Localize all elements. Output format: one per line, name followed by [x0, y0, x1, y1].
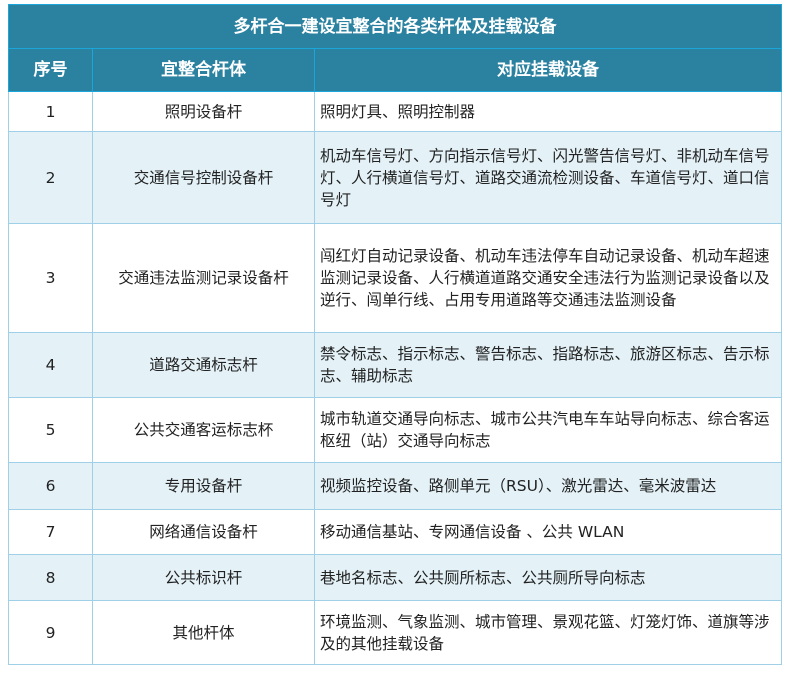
table-row: 5 公共交通客运标志杯 城市轨道交通导向标志、城市公共汽电车车站导向标志、综合客运枢… — [8, 397, 783, 463]
row-number: 3 — [8, 223, 93, 333]
row-number: 7 — [8, 509, 93, 555]
mounted-devices: 巷地名标志、公共厕所标志、公共厕所导向标志 — [313, 554, 783, 601]
header-devices: 对应挂载设备 — [313, 48, 783, 92]
table-row: 6 专用设备杆 视频监控设备、路侧单元（RSU）、激光雷达、毫米波雷达 — [8, 462, 783, 510]
row-number: 6 — [8, 462, 93, 510]
pole-equipment-table: 多杆合一建设宜整合的各类杆体及挂载设备 序号 宜整合杆体 对应挂载设备 1 照明设… — [7, 4, 783, 665]
table-row: 4 道路交通标志杆 禁令标志、指示标志、警告标志、指路标志、旅游区标志、告示标志、辅… — [8, 332, 783, 398]
row-number: 8 — [8, 554, 93, 601]
pole-type: 照明设备杆 — [92, 91, 315, 132]
pole-type: 其他杆体 — [92, 600, 315, 665]
table-title: 多杆合一建设宜整合的各类杆体及挂载设备 — [7, 4, 783, 49]
header-pole: 宜整合杆体 — [92, 48, 315, 92]
table-row: 2 交通信号控制设备杆 机动车信号灯、方向指示信号灯、闪光警告信号灯、非机动车信号灯… — [8, 131, 783, 224]
mounted-devices: 移动通信基站、专网通信设备 、公共 WLAN — [313, 509, 783, 555]
pole-type: 公共标识杆 — [92, 554, 315, 601]
pole-type: 道路交通标志杆 — [92, 332, 315, 398]
table-row: 1 照明设备杆 照明灯具、照明控制器 — [8, 91, 783, 132]
mounted-devices: 环境监测、气象监测、城市管理、景观花篮、灯笼灯饰、道旗等涉及的其他挂载设备 — [313, 600, 783, 665]
row-number: 5 — [8, 397, 93, 463]
header-no: 序号 — [8, 48, 93, 92]
table-row: 9 其他杆体 环境监测、气象监测、城市管理、景观花篮、灯笼灯饰、道旗等涉及的其他挂载… — [8, 600, 783, 665]
pole-type: 交通信号控制设备杆 — [92, 131, 315, 224]
pole-type: 交通违法监测记录设备杆 — [92, 223, 315, 333]
mounted-devices: 禁令标志、指示标志、警告标志、指路标志、旅游区标志、告示标志、辅助标志 — [313, 332, 783, 398]
pole-type: 专用设备杆 — [92, 462, 315, 510]
mounted-devices: 视频监控设备、路侧单元（RSU）、激光雷达、毫米波雷达 — [313, 462, 783, 510]
pole-type: 网络通信设备杆 — [92, 509, 315, 555]
table-row: 3 交通违法监测记录设备杆 闯红灯自动记录设备、机动车违法停车自动记录设备、机动车超… — [8, 223, 783, 333]
row-number: 1 — [8, 91, 93, 132]
table-row: 8 公共标识杆 巷地名标志、公共厕所标志、公共厕所导向标志 — [8, 554, 783, 601]
table-row: 7 网络通信设备杆 移动通信基站、专网通信设备 、公共 WLAN — [8, 509, 783, 555]
pole-type: 公共交通客运标志杯 — [92, 397, 315, 463]
row-number: 2 — [8, 131, 93, 224]
mounted-devices: 照明灯具、照明控制器 — [313, 91, 783, 132]
row-number: 9 — [8, 600, 93, 665]
mounted-devices: 机动车信号灯、方向指示信号灯、闪光警告信号灯、非机动车信号灯、人行横道信号灯、道… — [313, 131, 783, 224]
mounted-devices: 城市轨道交通导向标志、城市公共汽电车车站导向标志、综合客运枢纽（站）交通导向标志 — [313, 397, 783, 463]
mounted-devices: 闯红灯自动记录设备、机动车违法停车自动记录设备、机动车超速监测记录设备、人行横道… — [313, 223, 783, 333]
row-number: 4 — [8, 332, 93, 398]
